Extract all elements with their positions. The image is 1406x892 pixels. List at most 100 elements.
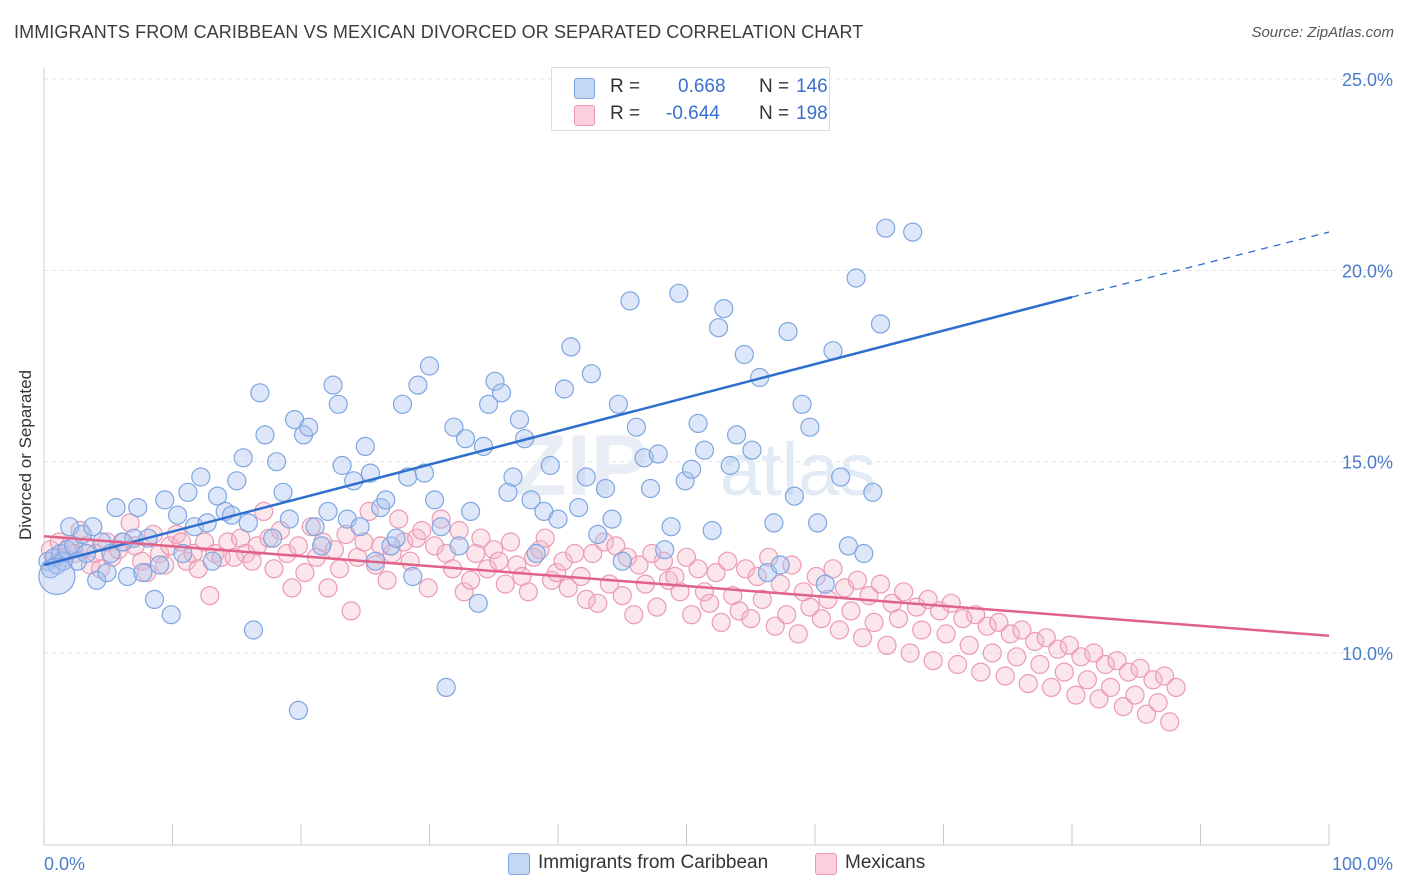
point-mexicans bbox=[576, 589, 596, 610]
point-mexicans bbox=[530, 540, 550, 560]
point-mexicans bbox=[431, 509, 451, 529]
x-tick-label-min: 0.0% bbox=[44, 854, 85, 874]
point-caribbean bbox=[702, 520, 722, 541]
point-mexicans bbox=[371, 536, 391, 556]
series-mexicans-points bbox=[40, 501, 1186, 732]
point-mexicans bbox=[295, 562, 315, 583]
point-caribbean bbox=[815, 574, 835, 594]
point-caribbean bbox=[521, 490, 541, 510]
point-caribbean bbox=[449, 536, 469, 556]
point-caribbean bbox=[312, 536, 332, 556]
point-mexicans bbox=[288, 536, 308, 556]
point-mexicans bbox=[965, 605, 986, 625]
point-mexicans bbox=[518, 582, 539, 602]
point-caribbean bbox=[83, 517, 103, 537]
point-mexicans bbox=[1136, 704, 1157, 724]
point-mexicans bbox=[1025, 631, 1045, 652]
point-caribbean bbox=[708, 318, 729, 338]
point-caribbean bbox=[250, 383, 270, 403]
chart-source: Source: ZipAtlas.com bbox=[1251, 24, 1394, 41]
point-caribbean bbox=[681, 459, 702, 479]
point-caribbean bbox=[595, 478, 616, 499]
point-mexicans bbox=[706, 562, 726, 583]
point-mexicans bbox=[989, 612, 1009, 633]
point-mexicans bbox=[535, 528, 555, 548]
point-mexicans bbox=[120, 513, 140, 533]
point-mexicans bbox=[894, 582, 914, 602]
point-mexicans bbox=[454, 582, 474, 602]
point-caribbean bbox=[726, 425, 747, 445]
point-mexicans bbox=[688, 559, 708, 579]
legend-swatch-mexicans bbox=[815, 853, 837, 875]
point-mexicans bbox=[699, 593, 720, 613]
point-caribbean bbox=[173, 543, 193, 564]
point-mexicans bbox=[823, 559, 843, 579]
point-mexicans bbox=[231, 528, 251, 548]
point-caribbean bbox=[414, 463, 434, 483]
y-tick-label: 15.0% bbox=[1342, 453, 1393, 473]
point-caribbean bbox=[403, 566, 423, 587]
point-caribbean bbox=[734, 344, 754, 365]
r-value: 0.668 bbox=[678, 76, 726, 97]
point-caribbean bbox=[548, 509, 568, 529]
point-mexicans bbox=[558, 578, 578, 598]
point-mexicans bbox=[1030, 654, 1050, 675]
point-mexicans bbox=[717, 551, 738, 571]
point-caribbean bbox=[876, 218, 896, 238]
point-caribbean bbox=[612, 551, 632, 571]
point-caribbean bbox=[588, 524, 608, 545]
point-mexicans bbox=[947, 654, 968, 675]
point-mexicans bbox=[782, 555, 802, 575]
point-caribbean bbox=[323, 375, 343, 395]
point-caribbean bbox=[425, 490, 445, 510]
point-caribbean bbox=[255, 425, 275, 445]
n-value: 146 bbox=[796, 76, 828, 97]
point-caribbean bbox=[620, 291, 640, 311]
point-mexicans bbox=[959, 635, 979, 655]
point-mexicans bbox=[489, 551, 509, 571]
point-caribbean bbox=[846, 268, 866, 288]
point-mexicans bbox=[1012, 620, 1032, 640]
swatch-mexicans bbox=[574, 105, 595, 126]
point-caribbean bbox=[299, 417, 319, 437]
point-caribbean bbox=[764, 513, 784, 533]
point-mexicans bbox=[729, 601, 749, 621]
point-caribbean bbox=[419, 356, 440, 376]
point-mexicans bbox=[1107, 651, 1127, 671]
point-caribbean bbox=[870, 314, 891, 334]
point-caribbean bbox=[581, 364, 602, 384]
point-caribbean bbox=[626, 417, 647, 437]
point-mexicans bbox=[565, 543, 585, 564]
point-caribbean bbox=[161, 605, 181, 625]
point-caribbean bbox=[784, 486, 805, 506]
point-mexicans bbox=[500, 532, 521, 552]
point-mexicans bbox=[377, 570, 397, 590]
point-caribbean bbox=[436, 677, 456, 698]
point-caribbean bbox=[431, 517, 451, 537]
point-mexicans bbox=[936, 624, 956, 644]
point-mexicans bbox=[583, 543, 603, 564]
point-mexicans bbox=[1077, 670, 1098, 690]
point-mexicans bbox=[495, 574, 515, 594]
legend-label-caribbean: Immigrants from Caribbean bbox=[538, 852, 769, 873]
point-caribbean bbox=[168, 505, 188, 525]
series-caribbean-points bbox=[38, 218, 923, 721]
point-caribbean bbox=[233, 448, 253, 468]
point-mexicans bbox=[847, 570, 868, 590]
point-caribbean bbox=[444, 417, 464, 437]
point-caribbean bbox=[770, 555, 790, 575]
point-mexicans bbox=[1036, 628, 1056, 648]
y-tick-label: 10.0% bbox=[1342, 644, 1393, 664]
point-caribbean bbox=[807, 513, 828, 533]
point-mexicans bbox=[588, 593, 608, 613]
point-caribbean bbox=[863, 482, 883, 502]
point-caribbean bbox=[688, 413, 708, 433]
point-mexicans bbox=[912, 620, 932, 640]
point-mexicans bbox=[412, 520, 432, 541]
point-caribbean bbox=[561, 337, 581, 357]
point-caribbean bbox=[792, 394, 812, 414]
point-mexicans bbox=[852, 628, 873, 648]
point-caribbean bbox=[305, 517, 325, 537]
n-value: 198 bbox=[796, 103, 828, 124]
